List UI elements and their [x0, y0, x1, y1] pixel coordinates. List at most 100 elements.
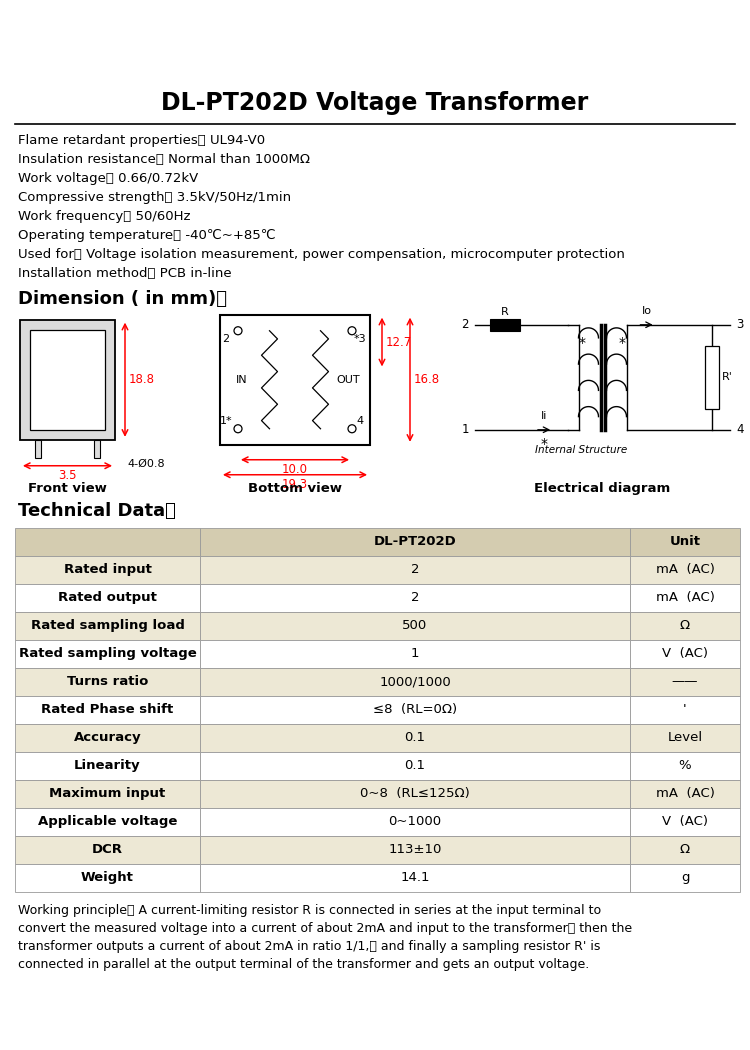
Text: Rated Phase shift: Rated Phase shift [41, 704, 173, 716]
Bar [200, 639, 630, 668]
Text: V  (AC): V (AC) [662, 647, 708, 660]
Text: 1: 1 [411, 647, 419, 660]
Bar [630, 639, 740, 668]
Text: Ω: Ω [680, 620, 690, 632]
Bar [35, 440, 41, 458]
Text: Bottom view: Bottom view [248, 482, 342, 495]
Text: *3: *3 [354, 334, 366, 343]
Text: 0~8  (RL≤125Ω): 0~8 (RL≤125Ω) [360, 788, 470, 800]
Text: 14.1: 14.1 [400, 872, 430, 884]
Text: Rated output: Rated output [58, 591, 157, 604]
Bar [15, 668, 200, 696]
Text: Maximum input: Maximum input [50, 788, 166, 800]
Bar [15, 639, 200, 668]
Bar [94, 440, 100, 458]
Text: 2: 2 [411, 563, 419, 576]
Text: Electrical diagram: Electrical diagram [534, 482, 670, 495]
Text: ——: —— [672, 675, 698, 688]
Bar [15, 584, 200, 612]
Text: 1: 1 [461, 423, 469, 436]
Text: *: * [579, 336, 586, 350]
Bar [15, 836, 200, 864]
Bar [630, 723, 740, 752]
Bar [490, 319, 520, 331]
Text: Rated sampling voltage: Rated sampling voltage [19, 647, 196, 660]
Text: Used for： Voltage isolation measurement, power compensation, microcomputer prote: Used for： Voltage isolation measurement,… [18, 248, 625, 260]
Text: Level: Level [668, 731, 703, 744]
Text: mA  (AC): mA (AC) [656, 591, 715, 604]
Bar [630, 752, 740, 780]
Text: Turns ratio: Turns ratio [67, 675, 148, 688]
Text: convert the measured voltage into a current of about 2mA and input to the transf: convert the measured voltage into a curr… [18, 922, 632, 934]
Text: Rated sampling load: Rated sampling load [31, 620, 184, 632]
Text: Dimension ( in mm)：: Dimension ( in mm)： [18, 290, 227, 308]
Text: 500: 500 [402, 620, 427, 632]
Text: 1000/1000: 1000/1000 [379, 675, 451, 688]
Text: 2: 2 [223, 334, 230, 343]
Bar [15, 528, 200, 555]
Bar [200, 836, 630, 864]
Bar [200, 584, 630, 612]
Text: 2: 2 [461, 318, 469, 331]
Text: DL-PT202D: DL-PT202D [374, 536, 456, 548]
Text: IN: IN [236, 375, 248, 384]
Text: Operating temperature： -40℃~+85℃: Operating temperature： -40℃~+85℃ [18, 229, 276, 242]
Text: 3: 3 [736, 318, 743, 331]
Text: Ω: Ω [680, 843, 690, 856]
Bar [630, 864, 740, 891]
Text: Rated input: Rated input [64, 563, 152, 576]
Text: ≤8  (RL=0Ω): ≤8 (RL=0Ω) [373, 704, 457, 716]
Bar [200, 864, 630, 891]
Bar [200, 752, 630, 780]
Text: 4: 4 [356, 416, 364, 425]
Text: 4: 4 [736, 423, 743, 436]
Bar [15, 864, 200, 891]
Text: Flame retardant properties： UL94-V0: Flame retardant properties： UL94-V0 [18, 133, 266, 147]
Bar [630, 612, 740, 639]
Bar [630, 584, 740, 612]
Bar [200, 723, 630, 752]
Text: Applicable voltage: Applicable voltage [38, 815, 177, 828]
Text: Technical Data：: Technical Data： [18, 502, 176, 520]
Bar [200, 612, 630, 639]
Bar [630, 696, 740, 723]
Text: Io: Io [641, 306, 652, 316]
Bar [630, 807, 740, 836]
Text: 1*: 1* [220, 416, 232, 425]
Text: DL-PT202D Voltage Transformer: DL-PT202D Voltage Transformer [161, 90, 589, 114]
Text: Installation method： PCB in-line: Installation method： PCB in-line [18, 267, 232, 279]
Text: Front view: Front view [28, 482, 107, 495]
Text: Ii: Ii [541, 411, 548, 421]
Text: mA  (AC): mA (AC) [656, 788, 715, 800]
Bar [15, 752, 200, 780]
Bar [630, 836, 740, 864]
Bar [30, 330, 105, 429]
Text: V  (AC): V (AC) [662, 815, 708, 828]
Bar [200, 780, 630, 807]
Text: Accuracy: Accuracy [74, 731, 141, 744]
Bar [200, 696, 630, 723]
Bar [200, 807, 630, 836]
Text: 19.3: 19.3 [282, 478, 308, 490]
Text: 0.1: 0.1 [404, 731, 425, 744]
Bar [200, 668, 630, 696]
Text: Insulation resistance： Normal than 1000MΩ: Insulation resistance： Normal than 1000M… [18, 152, 310, 166]
Bar [15, 723, 200, 752]
Bar [15, 807, 200, 836]
Text: ': ' [683, 704, 687, 716]
Text: connected in parallel at the output terminal of the transformer and gets an outp: connected in parallel at the output term… [18, 958, 590, 971]
Text: Weight: Weight [81, 872, 134, 884]
Bar [630, 528, 740, 555]
Text: 10.0: 10.0 [282, 463, 308, 476]
Text: 12.7: 12.7 [386, 336, 412, 349]
Bar [630, 780, 740, 807]
Text: *: * [619, 336, 626, 350]
Text: 16.8: 16.8 [414, 373, 440, 386]
Bar [200, 555, 630, 584]
Bar [705, 345, 719, 408]
Text: %: % [679, 759, 692, 772]
Text: transformer outputs a current of about 2mA in ratio 1/1,， and finally a sampling: transformer outputs a current of about 2… [18, 940, 600, 952]
Bar [220, 315, 370, 445]
Text: 113±10: 113±10 [388, 843, 442, 856]
Text: Linearity: Linearity [74, 759, 141, 772]
